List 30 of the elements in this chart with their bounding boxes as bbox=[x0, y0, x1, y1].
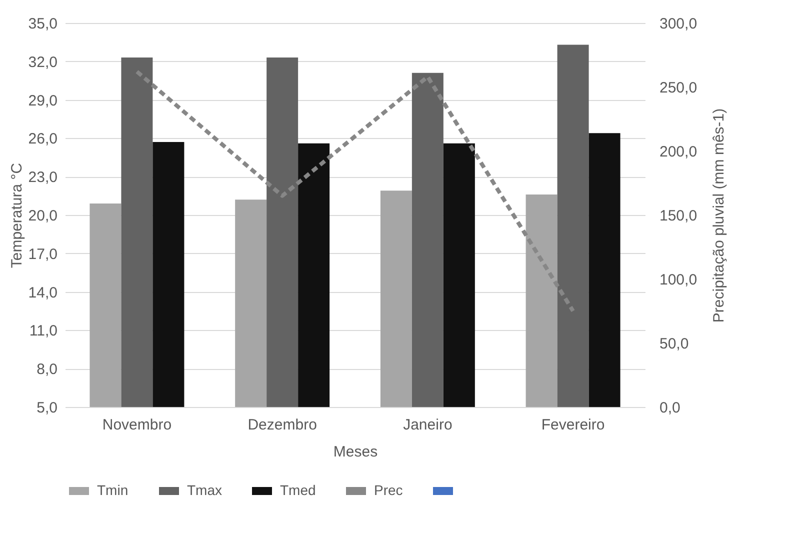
y-tick-label: 8,0 bbox=[36, 361, 58, 378]
y-tick-label: 35,0 bbox=[28, 16, 58, 32]
legend-label: Tmin bbox=[97, 482, 128, 498]
x-axis-title: Meses bbox=[333, 444, 378, 460]
y-tick-label: 26,0 bbox=[28, 130, 58, 148]
x-tick-label: Dezembro bbox=[248, 416, 317, 434]
y2-tick-label: 300,0 bbox=[660, 16, 698, 32]
legend-label: Prec bbox=[374, 482, 403, 498]
y2-tick-label: 200,0 bbox=[660, 144, 698, 160]
y-tick-label: 5,0 bbox=[36, 400, 58, 416]
y-tick-label: 23,0 bbox=[28, 169, 58, 186]
y-tick-label: 29,0 bbox=[28, 92, 58, 110]
y-tick-label: 11,0 bbox=[29, 322, 58, 340]
y2-tick-label: 0,0 bbox=[660, 400, 680, 416]
legend-label: Tmax bbox=[187, 482, 222, 498]
y-tick-label: 20,0 bbox=[28, 208, 58, 224]
y2-axis-title: Precipitação pluvial (mm mês-1) bbox=[710, 108, 728, 323]
line-series bbox=[134, 70, 576, 313]
y2-tick-label: 250,0 bbox=[660, 80, 698, 96]
x-tick-label: Fevereiro bbox=[541, 416, 605, 434]
y2-tick-label: 150,0 bbox=[660, 208, 698, 224]
y-tick-label: 14,0 bbox=[28, 284, 58, 302]
y-axis-title: Temperatura °C bbox=[8, 162, 26, 268]
x-tick-label: Novembro bbox=[102, 416, 172, 434]
y-tick-label: 17,0 bbox=[28, 246, 58, 263]
legend-label: Tmed bbox=[280, 482, 316, 498]
y2-tick-label: 100,0 bbox=[660, 272, 698, 288]
x-tick-label: Janeiro bbox=[403, 416, 452, 434]
y2-tick-label: 50,0 bbox=[660, 336, 689, 352]
y-tick-label: 32,0 bbox=[28, 54, 58, 71]
